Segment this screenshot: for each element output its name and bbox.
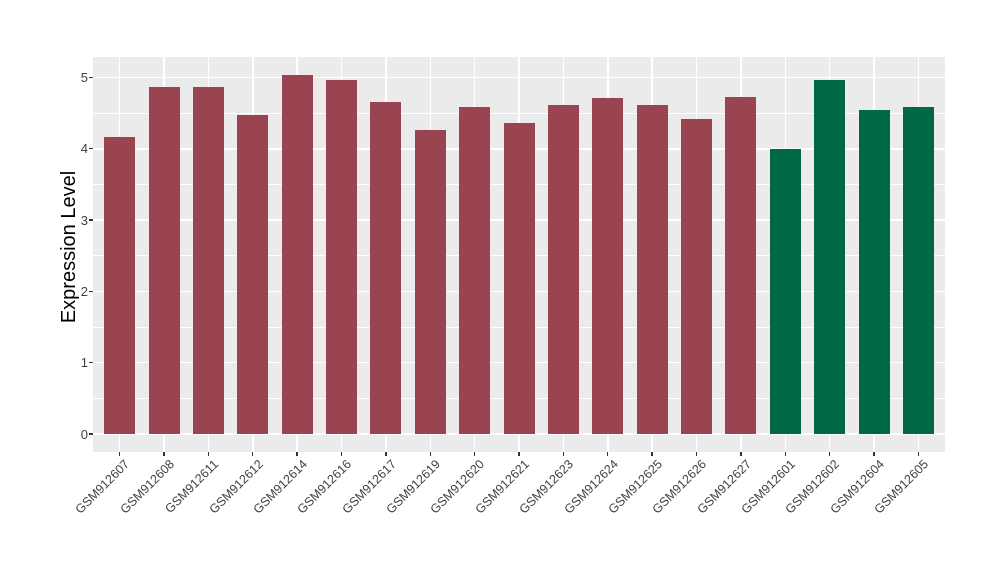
plot-panel — [93, 57, 945, 452]
bar-GSM912616 — [326, 80, 357, 434]
bar-GSM912611 — [192, 86, 224, 434]
bar-GSM912624 — [592, 98, 624, 434]
y-tick-mark — [88, 219, 93, 221]
bar-GSM912614 — [281, 74, 313, 434]
bar-GSM912605 — [902, 106, 934, 434]
x-tick-mark — [607, 452, 609, 456]
x-tick-mark — [340, 452, 343, 456]
bar-GSM912602 — [814, 80, 846, 434]
y-tick-mark — [88, 362, 93, 364]
bar-GSM912626 — [681, 118, 712, 434]
y-tick-label: 3 — [80, 212, 88, 228]
bar-GSM912601 — [769, 148, 801, 434]
x-tick-mark — [917, 452, 920, 456]
y-tick-mark — [88, 148, 93, 150]
bar-GSM912627 — [725, 96, 757, 434]
bar-GSM912619 — [414, 130, 446, 434]
x-tick-mark — [207, 452, 210, 456]
y-tick-label: 2 — [80, 283, 88, 299]
x-tick-mark — [562, 452, 565, 456]
x-tick-mark — [118, 452, 121, 456]
y-tick-label: 5 — [80, 70, 88, 85]
bar-GSM912625 — [636, 105, 668, 434]
y-tick-label: 4 — [80, 141, 88, 157]
bar-GSM912612 — [237, 114, 269, 434]
x-tick-mark — [695, 452, 698, 456]
x-tick-mark — [873, 452, 875, 456]
y-tick-mark — [88, 290, 93, 293]
x-tick-mark — [651, 452, 653, 456]
y-tick-mark — [88, 433, 93, 435]
bar-GSM912607 — [104, 137, 136, 434]
y-tick-label: 1 — [80, 355, 88, 371]
bar-GSM912620 — [459, 107, 491, 434]
bar-GSM912617 — [370, 101, 402, 434]
bar-GSM912623 — [547, 104, 579, 434]
x-tick-mark — [163, 452, 165, 456]
x-tick-mark — [518, 452, 520, 456]
x-tick-mark — [252, 452, 254, 456]
bar-GSM912604 — [858, 109, 890, 434]
y-axis-title: Expression Level — [58, 170, 80, 324]
x-tick-mark — [740, 452, 742, 456]
bar-GSM912621 — [503, 123, 535, 434]
x-tick-mark — [296, 452, 298, 456]
x-tick-mark — [784, 452, 786, 456]
y-tick-mark — [88, 76, 93, 79]
x-tick-mark — [828, 452, 831, 456]
y-tick-label: 0 — [80, 426, 88, 442]
bar-GSM912608 — [148, 86, 180, 434]
x-tick-mark — [473, 452, 476, 456]
x-tick-mark — [429, 452, 431, 456]
x-tick-mark — [385, 452, 387, 456]
